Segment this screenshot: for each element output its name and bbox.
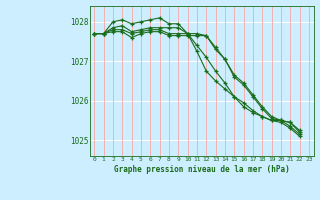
X-axis label: Graphe pression niveau de la mer (hPa): Graphe pression niveau de la mer (hPa) xyxy=(114,165,290,174)
